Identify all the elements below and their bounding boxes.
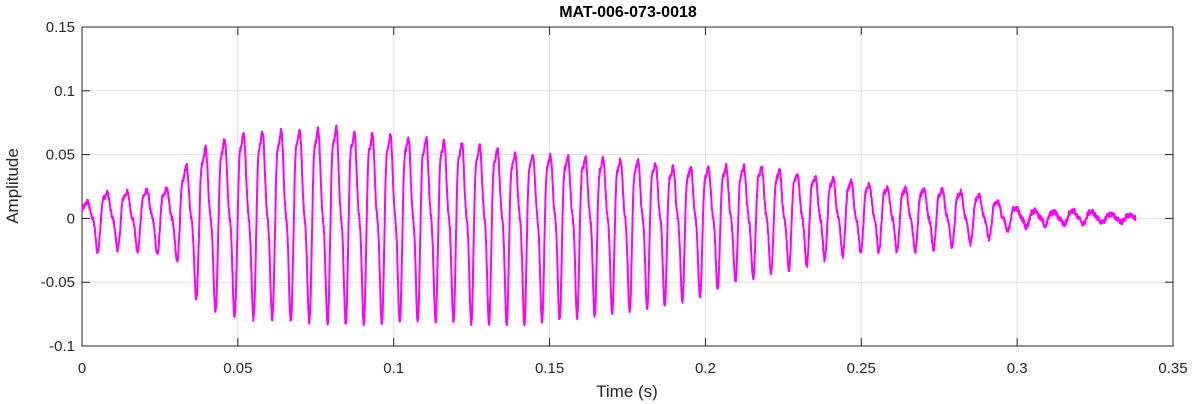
- x-tick-label: 0.05: [223, 360, 252, 377]
- x-tick-label: 0.3: [1007, 360, 1028, 377]
- y-tick-label: -0.05: [41, 274, 75, 291]
- chart-title: MAT-006-073-0018: [559, 4, 697, 21]
- plot-frame: [81, 26, 1174, 347]
- y-tick-label: 0: [67, 210, 75, 227]
- y-tick-label: 0.05: [46, 147, 75, 164]
- x-axis-label: Time (s): [596, 382, 658, 401]
- y-tick-label: 0.1: [54, 83, 75, 100]
- y-tick-label: 0.15: [46, 19, 75, 36]
- y-tick-label: -0.1: [49, 338, 75, 355]
- x-tick-label: 0.15: [535, 360, 564, 377]
- x-tick-label: 0: [78, 360, 86, 377]
- x-tick-label: 0.2: [695, 360, 716, 377]
- signal-line-series: [81, 124, 1137, 327]
- x-tick-label: 0.1: [383, 360, 404, 377]
- y-axis-label: Amplitude: [3, 148, 22, 224]
- x-tick-label: 0.25: [847, 360, 876, 377]
- x-tick-label: 0.35: [1158, 360, 1187, 377]
- plot-area: [81, 26, 1174, 347]
- axis-ticks: [81, 26, 1174, 347]
- axis-tick-labels: 0 0.05 0.1 0.15 0.2 0.25 0.3 0.35 -0.1 -0.05 0 0.05…: [41, 19, 1188, 377]
